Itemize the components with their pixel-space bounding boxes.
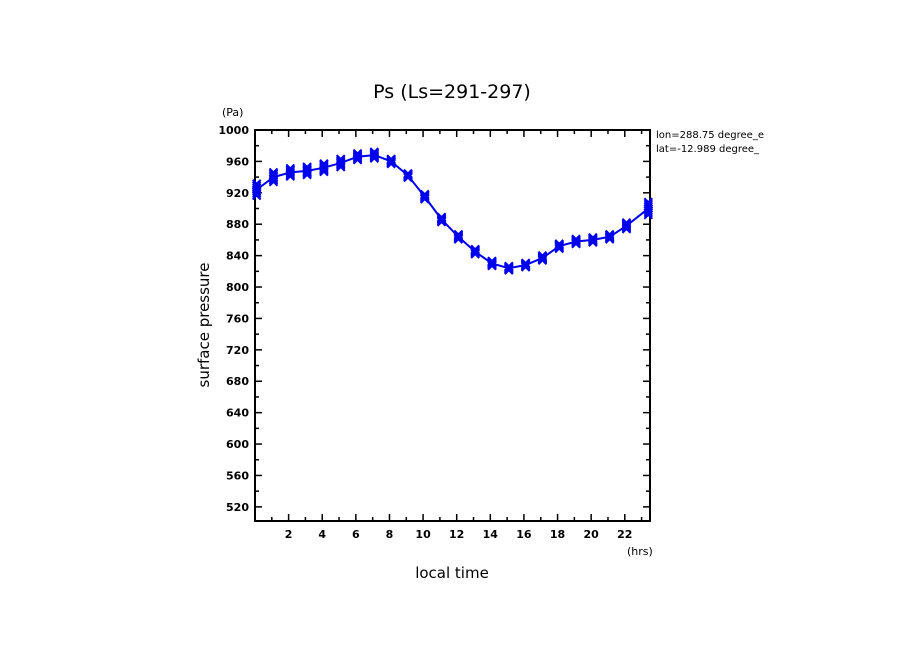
- plot-area: [251, 147, 654, 275]
- x-marker: [436, 212, 447, 222]
- marker-cluster: [504, 261, 514, 275]
- y-tick-label: 960: [226, 155, 249, 168]
- series-line: [256, 154, 649, 270]
- marker-cluster: [420, 189, 430, 204]
- x-axis-label: local time: [415, 564, 489, 582]
- x-marker: [319, 159, 329, 169]
- x-tick-label: 10: [415, 528, 431, 541]
- x-marker: [643, 199, 654, 210]
- x-marker: [571, 234, 581, 244]
- x-marker: [554, 239, 564, 249]
- chart-title: Ps (Ls=291-297): [373, 81, 531, 103]
- x-tick-label: 6: [352, 528, 360, 541]
- x-tick-label: 20: [584, 528, 600, 541]
- marker-cluster: [621, 217, 632, 234]
- marker-cluster: [487, 256, 497, 271]
- y-tick-label: 800: [226, 281, 249, 294]
- x-marker: [251, 179, 262, 189]
- x-tick-label: 4: [318, 528, 326, 541]
- x-marker: [420, 189, 430, 200]
- x-marker: [537, 250, 548, 261]
- x-marker: [268, 169, 279, 179]
- y-tick-label: 520: [226, 501, 249, 514]
- marker-cluster: [537, 250, 548, 266]
- marker-cluster: [520, 258, 531, 272]
- x-marker: [453, 229, 464, 240]
- plot-frame: [254, 129, 651, 522]
- marker-cluster: [554, 239, 564, 254]
- marker-cluster: [268, 167, 279, 187]
- x-marker: [604, 229, 615, 240]
- y-tick-label: 1000: [218, 124, 249, 137]
- x-tick-label: 18: [550, 528, 565, 541]
- x-marker: [386, 154, 396, 164]
- axes-frame: [254, 129, 651, 522]
- x-tick-label: 14: [483, 528, 499, 541]
- marker-cluster: [604, 229, 615, 244]
- marker-cluster: [470, 244, 480, 259]
- marker-cluster: [302, 162, 312, 180]
- x-tick-label: 22: [617, 528, 632, 541]
- x-tick-label: 2: [285, 528, 293, 541]
- x-marker: [643, 197, 654, 207]
- marker-cluster: [436, 212, 447, 227]
- x-marker: [268, 167, 279, 178]
- annotation-lon: lon=288.75 degree_e: [656, 130, 764, 141]
- y-tick-label: 880: [226, 218, 249, 231]
- marker-cluster: [285, 163, 296, 182]
- x-marker: [504, 261, 514, 271]
- y-axis-label: surface pressure: [195, 263, 213, 388]
- x-marker: [621, 217, 632, 228]
- x-marker: [352, 148, 363, 159]
- x-marker: [403, 168, 413, 179]
- x-marker: [285, 163, 296, 174]
- x-marker: [487, 256, 497, 266]
- x-marker: [268, 170, 279, 181]
- marker-cluster: [336, 154, 346, 172]
- y-tick-label: 560: [226, 469, 249, 482]
- annotation-lat: lat=-12.989 degree_: [656, 144, 760, 155]
- marker-cluster: [386, 154, 396, 169]
- y-unit-label: (Pa): [222, 106, 243, 119]
- marker-cluster: [319, 159, 329, 177]
- y-tick-label: 920: [226, 187, 249, 200]
- x-marker: [302, 162, 312, 172]
- marker-cluster: [403, 168, 413, 183]
- ticks: 2 4 6 8 10 12 14 16 18 20 22 520 560 600 640 680 720 760 8…: [218, 124, 650, 541]
- x-marker: [520, 258, 531, 268]
- x-unit-label: (hrs): [627, 545, 653, 558]
- y-tick-label: 760: [226, 312, 249, 325]
- x-marker: [470, 244, 480, 255]
- marker-cluster: [251, 179, 262, 201]
- marker-cluster: [643, 197, 654, 220]
- marker-cluster: [571, 234, 581, 249]
- y-tick-label: 600: [226, 438, 249, 451]
- x-tick-label: 8: [386, 528, 394, 541]
- x-marker: [588, 232, 598, 243]
- y-tick-label: 840: [226, 250, 249, 263]
- x-marker: [369, 147, 380, 157]
- x-tick-label: 16: [516, 528, 532, 541]
- marker-cluster: [453, 229, 464, 244]
- marker-cluster: [588, 232, 598, 247]
- y-tick-label: 680: [226, 375, 249, 388]
- marker-cluster: [369, 147, 380, 163]
- x-marker: [336, 154, 346, 164]
- marker-cluster: [352, 148, 363, 165]
- x-tick-label: 12: [449, 528, 464, 541]
- x-marker: [251, 181, 262, 191]
- y-tick-label: 720: [226, 344, 249, 357]
- y-tick-label: 640: [226, 407, 249, 420]
